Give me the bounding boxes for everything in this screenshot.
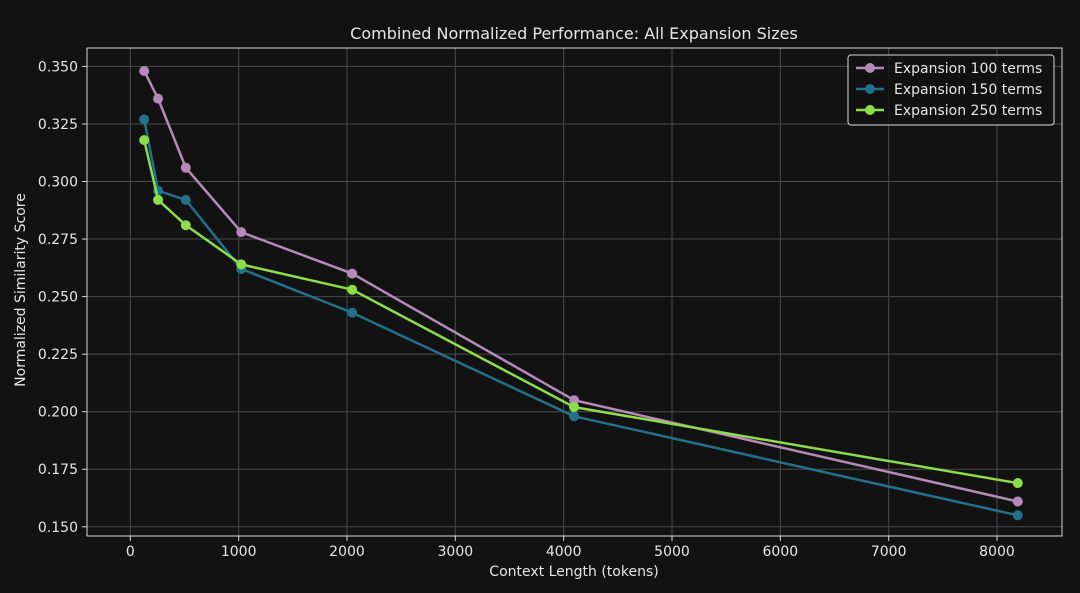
data-point bbox=[139, 114, 150, 125]
legend-label: Expansion 250 terms bbox=[894, 103, 1042, 119]
y-tick-label: 0.325 bbox=[38, 117, 78, 133]
data-point bbox=[569, 395, 580, 406]
series-1 bbox=[139, 66, 1023, 507]
x-axis-label: Context Length (tokens) bbox=[489, 564, 658, 580]
data-point bbox=[236, 259, 247, 270]
y-axis-label: Normalized Similarity Score bbox=[13, 193, 29, 387]
x-tick-label: 1000 bbox=[221, 544, 257, 560]
legend-item: Expansion 100 terms bbox=[856, 61, 1042, 77]
data-point bbox=[153, 194, 164, 205]
legend-marker bbox=[865, 105, 875, 115]
series-line bbox=[143, 70, 1019, 503]
y-tick-label: 0.225 bbox=[38, 347, 78, 363]
series-layer bbox=[139, 66, 1023, 521]
legend-item: Expansion 250 terms bbox=[856, 103, 1042, 119]
legend-box bbox=[847, 54, 1055, 126]
y-tick-label: 0.300 bbox=[38, 175, 78, 191]
x-tick-label: 6000 bbox=[763, 544, 799, 560]
x-tick-label: 3000 bbox=[438, 544, 474, 560]
x-ticks: 0 1000 2000 3000 4000 5000 6000 7000 8000 bbox=[126, 536, 1015, 560]
x-tick-label: 8000 bbox=[979, 544, 1015, 560]
data-point bbox=[347, 268, 358, 279]
grid bbox=[87, 48, 1062, 536]
series-3 bbox=[139, 135, 1023, 489]
y-tick-label: 0.150 bbox=[38, 520, 78, 536]
data-point bbox=[139, 66, 150, 77]
data-point bbox=[1012, 478, 1023, 489]
data-point bbox=[347, 307, 358, 318]
series-line bbox=[142, 119, 1019, 517]
legend: Expansion 100 terms Expansion 150 terms Ex… bbox=[847, 54, 1055, 126]
chart-title: Combined Normalized Performance: All Exp… bbox=[350, 24, 798, 43]
data-point bbox=[569, 402, 580, 413]
data-point bbox=[236, 227, 247, 238]
data-point bbox=[139, 135, 150, 146]
legend-item: Expansion 150 terms bbox=[856, 82, 1042, 98]
legend-marker bbox=[865, 84, 875, 94]
legend-marker bbox=[865, 63, 875, 73]
y-ticks: 0.150 0.175 0.200 0.225 0.250 0.275 0.300 0.325… bbox=[38, 59, 87, 536]
series-2 bbox=[139, 114, 1023, 521]
data-point bbox=[180, 194, 191, 205]
y-tick-label: 0.200 bbox=[38, 405, 78, 421]
x-tick-label: 5000 bbox=[654, 544, 690, 560]
y-tick-label: 0.250 bbox=[38, 290, 78, 306]
data-point bbox=[569, 411, 580, 422]
legend-label: Expansion 150 terms bbox=[894, 82, 1042, 98]
plot-frame bbox=[86, 47, 1063, 537]
data-point bbox=[1012, 496, 1023, 507]
x-tick-label: 4000 bbox=[546, 544, 582, 560]
data-point bbox=[180, 162, 191, 173]
data-point bbox=[347, 284, 358, 295]
data-point bbox=[180, 220, 191, 231]
y-tick-label: 0.175 bbox=[38, 462, 78, 478]
data-point bbox=[153, 93, 164, 104]
x-tick-label: 2000 bbox=[329, 544, 365, 560]
legend-label: Expansion 100 terms bbox=[894, 61, 1042, 77]
x-tick-label: 0 bbox=[126, 544, 135, 560]
data-point bbox=[1012, 510, 1023, 521]
y-tick-label: 0.350 bbox=[38, 59, 78, 75]
y-tick-label: 0.275 bbox=[38, 232, 78, 248]
series-line bbox=[142, 139, 1019, 485]
x-tick-label: 7000 bbox=[871, 544, 907, 560]
